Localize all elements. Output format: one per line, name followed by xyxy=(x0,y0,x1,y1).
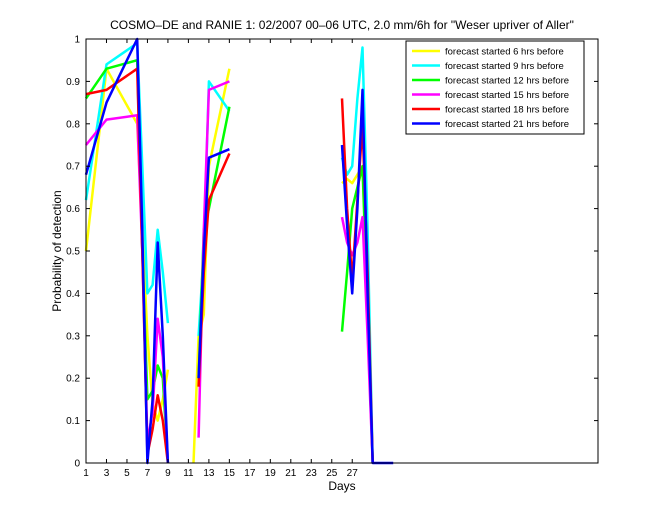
y-tick-label: 0.7 xyxy=(66,162,80,173)
x-tick-label: 25 xyxy=(326,468,338,479)
chart-title: COSMO–DE and RANIE 1: 02/2007 00–06 UTC,… xyxy=(110,18,574,32)
legend-label: forecast started 12 hrs before xyxy=(445,76,569,87)
legend-label: forecast started 18 hrs before xyxy=(445,105,569,116)
y-tick-label: 0.6 xyxy=(66,204,80,215)
x-tick-label: 15 xyxy=(224,468,236,479)
series-line xyxy=(340,46,374,464)
x-tick-label: 23 xyxy=(306,468,318,479)
legend-label: forecast started 15 hrs before xyxy=(445,90,569,101)
x-axis-label: Days xyxy=(328,479,355,493)
series-line xyxy=(340,215,374,464)
y-tick-label: 0.3 xyxy=(66,331,80,342)
x-tick-label: 5 xyxy=(124,468,130,479)
x-tick-label: 7 xyxy=(145,468,151,479)
series-line xyxy=(197,148,230,379)
y-tick-label: 0.4 xyxy=(66,289,80,300)
legend-label: forecast started 9 hrs before xyxy=(445,61,564,72)
x-tick-label: 21 xyxy=(285,468,297,479)
y-tick-label: 0.2 xyxy=(66,374,80,385)
legend-label: forecast started 21 hrs before xyxy=(445,119,569,130)
y-tick-label: 0.1 xyxy=(66,416,80,427)
x-tick-label: 27 xyxy=(347,468,359,479)
x-tick-label: 1 xyxy=(83,468,89,479)
legend-box xyxy=(405,40,585,135)
y-tick-label: 0.9 xyxy=(66,77,80,88)
y-tick-label: 1 xyxy=(74,35,80,46)
x-tick-label: 3 xyxy=(104,468,110,479)
x-tick-label: 19 xyxy=(265,468,277,479)
series-layer xyxy=(84,37,394,465)
ticks-layer: 1 3 5 7 9 11 13 15 17 19 21 23 25 2700.10.20.30.40.50… xyxy=(66,35,598,479)
series-line xyxy=(340,88,394,465)
y-tick-label: 0.8 xyxy=(66,119,80,130)
x-tick-label: 11 xyxy=(183,468,194,479)
x-tick-label: 13 xyxy=(203,468,215,479)
legend: forecast started 6 hrs before forecast st… xyxy=(405,40,585,135)
x-tick-label: 9 xyxy=(165,468,171,479)
series-line xyxy=(84,41,170,324)
legend-label: forecast started 6 hrs before xyxy=(445,47,564,58)
y-tick-label: 0 xyxy=(74,459,80,470)
x-tick-label: 17 xyxy=(244,468,256,479)
series-line xyxy=(192,68,231,464)
y-axis-label: Probability of detection xyxy=(50,190,64,311)
y-tick-label: 0.5 xyxy=(66,247,80,258)
